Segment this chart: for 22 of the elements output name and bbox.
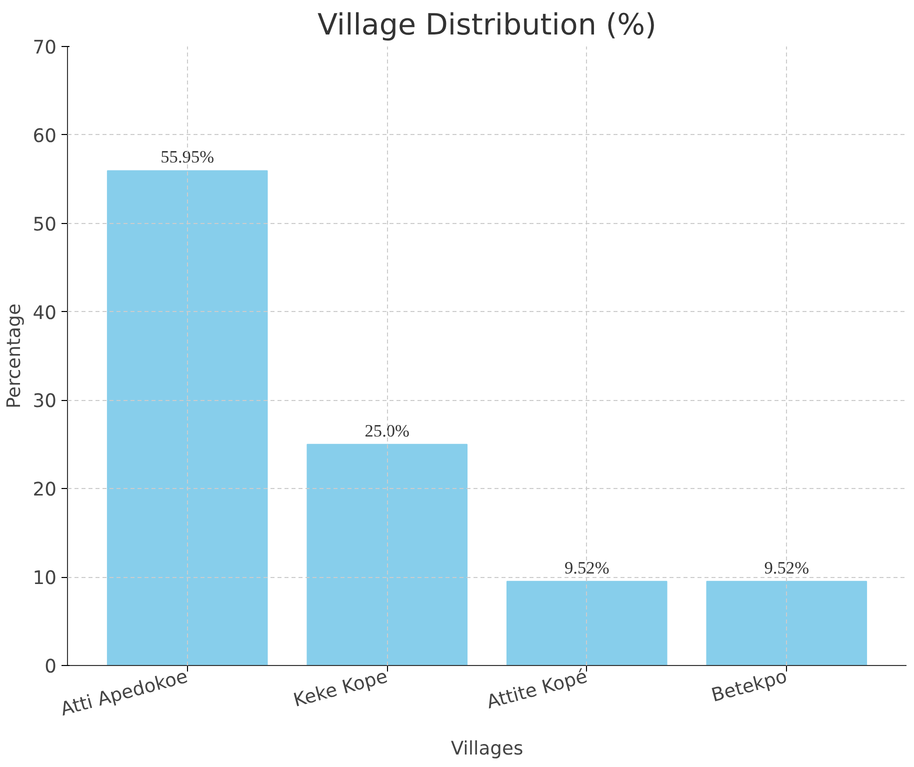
x-axis-title: Villages bbox=[450, 738, 524, 760]
data-label: 25.0% bbox=[364, 421, 410, 440]
data-label: 55.95% bbox=[160, 148, 214, 167]
y-tick-label: 20 bbox=[32, 480, 57, 501]
y-tick-label: 30 bbox=[32, 391, 57, 412]
y-tick-label: 50 bbox=[32, 214, 57, 236]
data-label: 9.52% bbox=[564, 558, 610, 578]
y-tick-label: 60 bbox=[32, 126, 57, 147]
bar bbox=[506, 580, 668, 666]
y-axis-title: Percentage bbox=[4, 304, 25, 408]
y-tick-label: 10 bbox=[32, 568, 57, 590]
bar bbox=[706, 580, 868, 666]
data-label: 9.52% bbox=[764, 558, 810, 578]
y-tick-label: 40 bbox=[32, 302, 57, 324]
bar bbox=[106, 170, 268, 666]
y-tick-label: 70 bbox=[32, 38, 57, 58]
x-tick-label: Attite Kopé bbox=[484, 666, 590, 714]
chart-title: Village Distribution (%) bbox=[318, 8, 657, 42]
x-tick-label: Keke Kope bbox=[291, 666, 390, 712]
bar bbox=[306, 444, 468, 666]
x-tick-label: Betekpo bbox=[709, 666, 790, 707]
y-tick-label: 0 bbox=[44, 656, 57, 678]
